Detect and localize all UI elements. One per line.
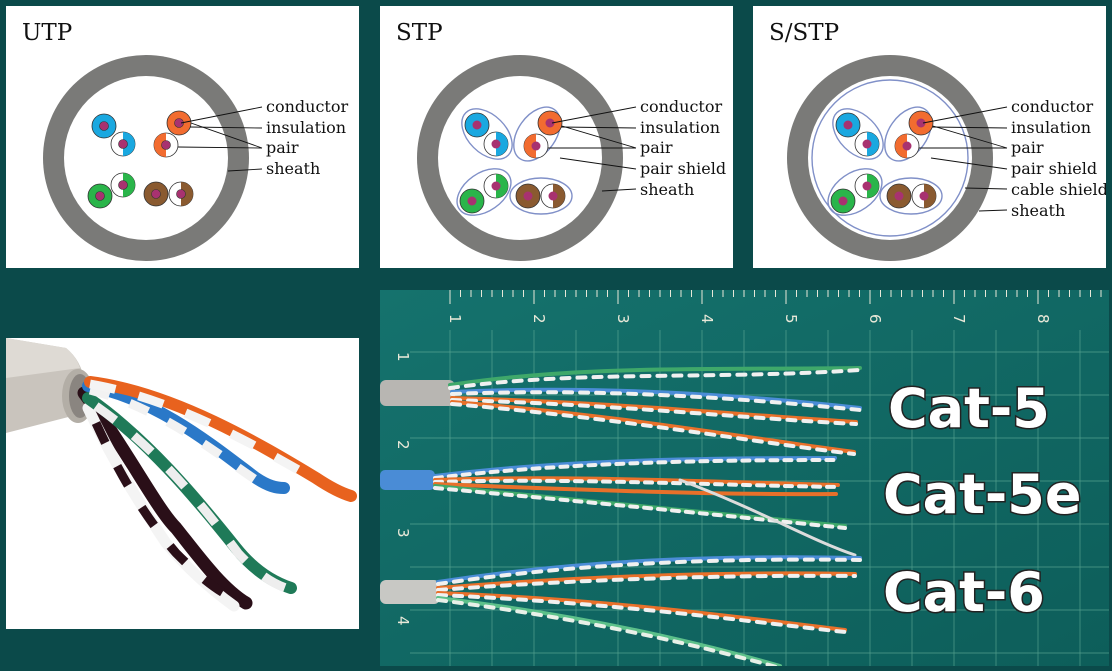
- sstp-label-sheath: sheath: [1011, 201, 1065, 220]
- utp-label-insulation: insulation: [266, 118, 346, 137]
- utp-diagram: UTP conductor: [6, 6, 359, 268]
- stp-label-insulation: insulation: [640, 118, 720, 137]
- sstp-label-conductor: conductor: [1011, 97, 1093, 116]
- stp-diagram: STP conductor insulatio: [380, 6, 733, 268]
- sstp-label-pair: pair: [1011, 138, 1044, 157]
- ruler-top-number: 1: [446, 314, 464, 324]
- cat5e-label: Cat-5e: [883, 463, 1082, 526]
- sstp-cross-section: conductor insulation pair pair shield ca…: [787, 55, 1106, 261]
- sstp-diagram: S/STP conductor: [753, 6, 1106, 268]
- utp-brown-pair: [143, 181, 194, 207]
- cat5e-jacket: [380, 470, 435, 490]
- utp-label-sheath: sheath: [266, 159, 320, 178]
- utp-green-pair: [87, 172, 136, 209]
- cat6-label: Cat-6: [883, 561, 1045, 624]
- stp-label-conductor: conductor: [640, 97, 722, 116]
- stp-label-pair: pair: [640, 138, 673, 157]
- ruler-top-number: 6: [866, 314, 884, 324]
- sstp-label-pair-shield: pair shield: [1011, 159, 1097, 178]
- ruler-left-number: 4: [394, 616, 412, 626]
- ruler-top-number: 7: [950, 314, 968, 324]
- ruler-top-number: 4: [698, 314, 716, 324]
- sstp-label-insulation: insulation: [1011, 118, 1091, 137]
- stp-label-sheath: sheath: [640, 180, 694, 199]
- ruler-left-number: 3: [394, 528, 412, 538]
- stp-cross-section: conductor insulation pair pair shield sh…: [417, 55, 726, 261]
- utp-label-pair: pair: [266, 138, 299, 157]
- cat6-jacket: [380, 580, 440, 604]
- sstp-title: S/STP: [769, 20, 840, 46]
- sstp-label-cable-shield: cable shield: [1011, 180, 1106, 199]
- utp-blue-pair: [91, 113, 136, 157]
- cat5-label: Cat-5: [888, 377, 1050, 440]
- cable-category-comparison-photo: 1 2 3 4 5 6 7 8 1 2 3 4: [380, 290, 1109, 666]
- utp-title: UTP: [22, 20, 73, 46]
- utp-orange-pair: [153, 110, 192, 158]
- utp-label-conductor: conductor: [266, 97, 348, 116]
- stp-title: STP: [396, 20, 443, 46]
- ruler-top-number: 3: [614, 314, 632, 324]
- cat5-jacket: [380, 380, 455, 406]
- twisted-pair-cable-photo: [6, 338, 359, 629]
- ruler-top-number: 2: [530, 314, 548, 324]
- ruler-left-number: 1: [394, 352, 412, 362]
- ruler-left-number: 2: [394, 440, 412, 450]
- ruler-top-number: 8: [1034, 314, 1052, 324]
- stp-label-pair-shield: pair shield: [640, 159, 726, 178]
- ruler-top-number: 5: [782, 314, 800, 324]
- utp-cross-section: conductor insulation pair sheath: [43, 55, 348, 261]
